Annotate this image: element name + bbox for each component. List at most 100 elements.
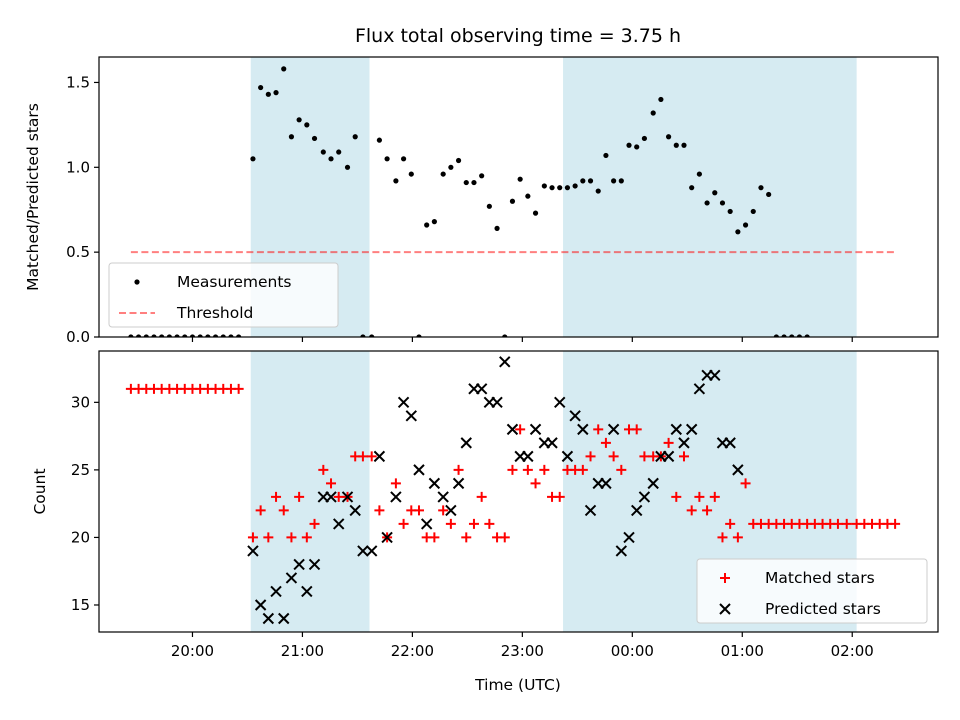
measurements-point xyxy=(212,334,219,337)
predicted-stars-point xyxy=(638,491,651,503)
measurements-point xyxy=(673,142,679,148)
matched-stars-point xyxy=(832,518,843,529)
predicted-stars-point xyxy=(452,477,465,490)
measurements-point xyxy=(587,178,594,184)
matched-stars-point xyxy=(740,478,751,489)
y-tick-label: 30 xyxy=(71,393,90,411)
measurements-point xyxy=(735,229,741,235)
y-tick-label: 1.5 xyxy=(66,73,90,91)
measurements-point xyxy=(336,149,342,155)
predicted-stars-point xyxy=(285,572,298,584)
counts-legend: Matched stars Predicted stars xyxy=(696,558,928,624)
legend-marker xyxy=(134,279,140,285)
matched-stars-point xyxy=(499,532,510,543)
ratio-axes-frame xyxy=(98,56,939,338)
measurements-point xyxy=(400,156,407,162)
predicted-stars-point xyxy=(506,423,519,436)
measurements-point xyxy=(311,135,318,142)
matched-stars-point xyxy=(616,464,627,475)
measurements-point xyxy=(658,96,664,103)
predicted-stars-point xyxy=(607,423,620,436)
ratio-y-axis-label: Matched/Predicted stars xyxy=(24,103,42,291)
measurements-point xyxy=(532,210,539,216)
matched-stars-point xyxy=(639,451,650,462)
matched-stars-point xyxy=(725,518,736,529)
predicted-stars-point xyxy=(349,504,361,517)
measurements-point xyxy=(135,334,142,337)
matched-stars-point xyxy=(333,491,344,502)
measurements-point xyxy=(220,334,226,337)
measurements-point xyxy=(750,208,756,215)
count-panel: 15 20 25 30 20:00 21:00 22:00 23:00 00:00 01:00 02… xyxy=(31,350,939,660)
measurements-point xyxy=(197,334,203,337)
ratio-legend: Measurements Threshold xyxy=(108,262,339,328)
x-tick-label: 00:00 xyxy=(611,642,654,660)
y-tick-label: 25 xyxy=(71,461,90,479)
predicted-stars-point xyxy=(365,545,378,557)
y-tick-label: 15 xyxy=(71,596,90,614)
measurements-point xyxy=(328,156,334,162)
matched-stars-point xyxy=(515,424,526,435)
measurements-point xyxy=(471,179,477,186)
measurements-point xyxy=(376,137,382,143)
x-tick-label: 02:00 xyxy=(831,642,874,660)
measurements-point xyxy=(369,334,375,337)
matched-stars-point xyxy=(286,532,297,543)
matched-stars-point xyxy=(294,491,305,502)
matched-stars-point xyxy=(247,532,258,543)
matched-stars-point xyxy=(686,505,697,516)
measurements-point xyxy=(128,334,134,337)
measurements-point xyxy=(455,157,462,164)
matched-stars-point xyxy=(278,505,289,516)
measurements-point xyxy=(557,185,563,191)
predicted-stars-point xyxy=(405,410,417,422)
measurements-point xyxy=(525,193,531,199)
shaded-interval-1 xyxy=(250,351,370,632)
predicted-stars-point xyxy=(381,531,393,544)
measurements-point xyxy=(719,200,726,206)
x-tick-label: 22:00 xyxy=(391,642,434,660)
matched-stars-point xyxy=(694,491,705,502)
predicted-stars-point xyxy=(584,504,597,517)
predicted-stars-point xyxy=(709,369,721,382)
predicted-stars-point xyxy=(693,383,706,395)
measurements-point xyxy=(618,178,624,184)
measurements-point xyxy=(393,178,399,184)
measurements-point xyxy=(205,334,211,337)
measurements-point xyxy=(650,110,656,116)
matched-stars-point xyxy=(484,518,495,529)
measurements-point xyxy=(159,334,165,337)
matched-stars-point xyxy=(631,424,642,435)
measurements-point xyxy=(696,171,702,177)
measurements-point xyxy=(288,134,295,140)
measurements-point xyxy=(424,222,430,228)
predicted-stars-point xyxy=(373,450,386,463)
measurements-point xyxy=(796,334,803,337)
measurements-point xyxy=(360,334,366,337)
matched-stars-point xyxy=(413,505,424,516)
matched-stars-point xyxy=(585,451,596,462)
matched-stars-point xyxy=(255,505,266,516)
matched-stars-point xyxy=(554,491,565,502)
predicted-stars-point xyxy=(390,491,402,503)
matched-stars-point xyxy=(600,437,611,448)
measurements-point xyxy=(641,135,648,142)
predicted-stars-point xyxy=(491,396,503,409)
predicted-stars-point xyxy=(569,410,581,422)
matched-stars-point xyxy=(398,518,409,529)
matched-stars-point xyxy=(608,451,619,462)
measurements-point xyxy=(541,183,547,189)
legend-marker xyxy=(720,573,730,583)
chart-title: Flux total observing time = 3.75 h xyxy=(355,25,681,47)
measurements-point xyxy=(408,171,414,177)
measurements-point xyxy=(182,334,188,337)
legend-marker xyxy=(719,603,731,615)
matched-stars-point xyxy=(577,464,588,475)
ratio-panel: 0.0 0.5 1.0 1.5 Matched/Predicted stars Measu… xyxy=(24,56,939,346)
measurements-point xyxy=(742,222,749,228)
predicted-stars-point xyxy=(662,450,675,463)
measurements-point xyxy=(250,156,256,162)
measurements-point xyxy=(549,185,555,191)
predicted-stars-point xyxy=(631,504,643,517)
legend-label: Threshold xyxy=(176,304,253,322)
